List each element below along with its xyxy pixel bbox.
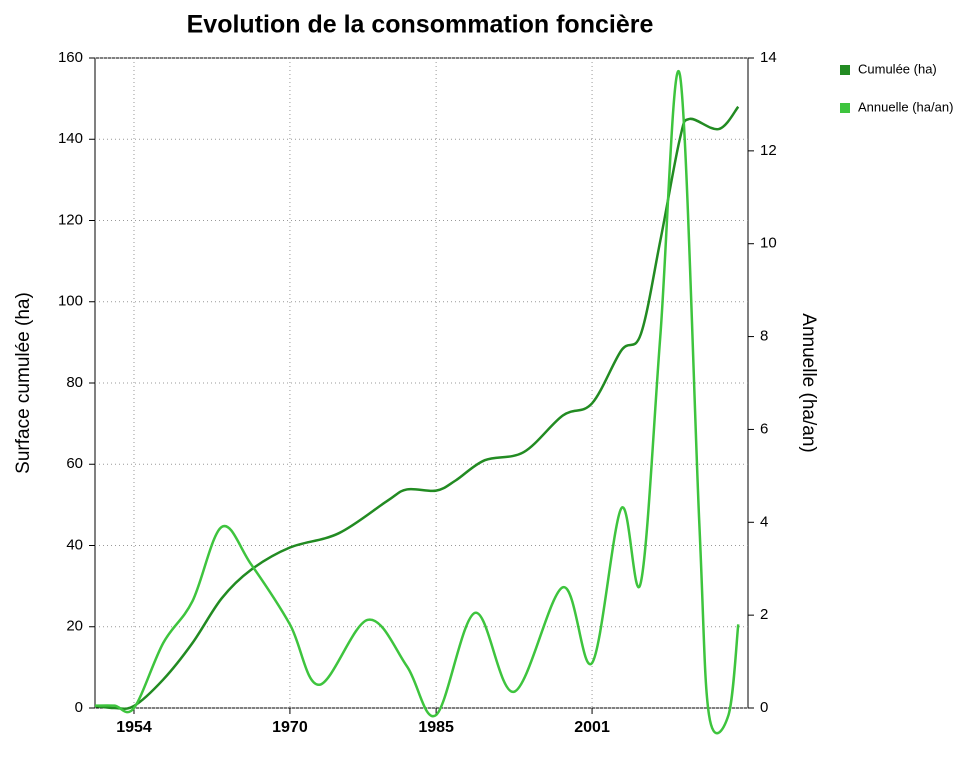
y-tick-label: 60 [66,455,83,472]
y-tick-label: 80 [66,374,83,391]
x-tick-label: 1985 [418,719,454,736]
legend-label: Cumulée (ha) [858,61,937,76]
plot-frame [94,57,749,709]
y2-tick-label: 14 [760,49,777,66]
y-tick-label: 100 [58,293,83,310]
y-axis-label: Surface cumulée (ha) [13,292,34,474]
y2-tick-label: 2 [760,606,768,623]
series-line [94,70,740,735]
y2-tick-label: 8 [760,328,768,345]
y2-axis-label: Annuelle (ha/an) [798,313,819,452]
y2-tick-label: 10 [760,235,777,252]
series-line [94,105,740,711]
y2-tick-label: 6 [760,420,768,437]
y-tick-label: 0 [75,699,83,716]
x-tick-label: 2001 [574,719,610,736]
legend-swatch [840,103,850,113]
y-tick-label: 160 [58,49,83,66]
y-tick-label: 40 [66,536,83,553]
y2-tick-label: 4 [760,513,768,530]
chart-title: Evolution de la consommation foncière [187,11,654,39]
y-tick-label: 120 [58,211,83,228]
legend-swatch [840,65,850,75]
y2-tick-label: 0 [760,699,768,716]
legend-label: Annuelle (ha/an) [858,99,953,114]
x-tick-label: 1970 [272,719,308,736]
y-tick-label: 140 [58,130,83,147]
y-tick-label: 20 [66,618,83,635]
y2-tick-label: 12 [760,142,777,159]
x-tick-label: 1954 [116,719,152,736]
